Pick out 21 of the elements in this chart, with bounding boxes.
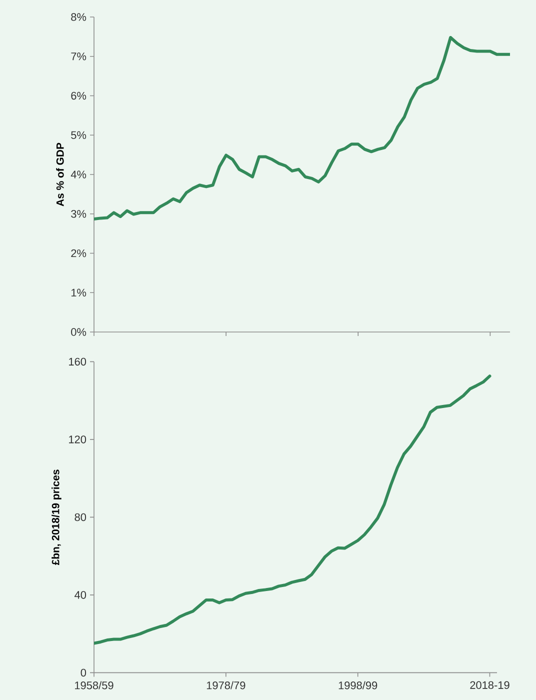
y-tick-label: 80 xyxy=(74,513,86,522)
y-tick-label: 7% xyxy=(71,52,86,60)
x-tick-label: 1998/99 xyxy=(338,681,378,690)
y-axis-title: As % of GDP xyxy=(56,142,64,206)
y-tick-label: 40 xyxy=(74,591,86,599)
y-tick-label: 5% xyxy=(71,131,86,139)
y-tick-label: 4% xyxy=(70,170,86,178)
y-tick-label: 8% xyxy=(71,13,86,21)
x-tick-label: 2018-19 xyxy=(470,681,510,689)
y-tick-label: 120 xyxy=(69,436,86,444)
y-tick-label: 1% xyxy=(71,288,86,296)
y-axis-title: £bn, 2018/19 prices xyxy=(52,470,62,566)
y-tick-label: 3% xyxy=(71,210,86,218)
line-series xyxy=(94,374,492,645)
x-tick-label: 1978/79 xyxy=(206,681,246,690)
y-tick-label: 6% xyxy=(71,92,86,100)
y-tick-label: 0% xyxy=(71,328,86,336)
y-tick-label: 160 xyxy=(69,358,86,366)
y-tick-label: 2% xyxy=(71,249,86,258)
x-tick-label: 1958/59 xyxy=(75,681,114,690)
y-tick-label: 0 xyxy=(80,668,86,677)
